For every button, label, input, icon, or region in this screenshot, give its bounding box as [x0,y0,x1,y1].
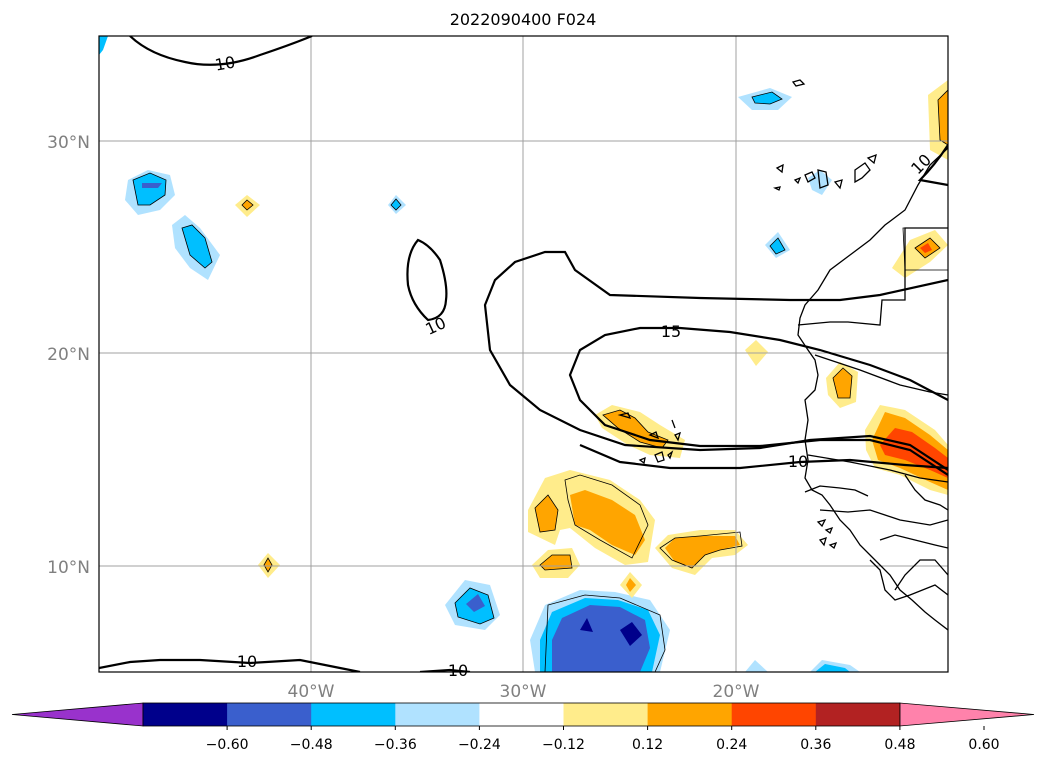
colorbar-tick-label: 0.12 [632,737,663,753]
neg-area-1-core [133,173,166,205]
colorbar-segment [143,703,228,726]
lat-label-10n: 10°N [47,558,90,578]
isoline-closed-mid [406,238,448,322]
map-frame [98,35,949,673]
neg-area-8-inner [552,605,650,672]
isoline-10-lower [579,443,948,470]
colorbar-tick-label: −0.24 [458,737,501,753]
contour-label-3: 15 [661,322,681,341]
colorbar-tick-label: 0.48 [884,737,915,753]
isoline-top-left [129,36,313,66]
madeira [791,79,806,87]
lon-label-40w: 40°W [288,682,335,702]
neg-area-7-inner [466,594,485,612]
pos-area-3-core [938,90,948,145]
map-title: 2022090400 F024 [450,10,597,29]
canary-islands [773,153,877,191]
colorbar-tick-label: 0.60 [968,737,999,753]
colorbar-segment [311,703,396,726]
colorbar-extend-high [899,702,1035,727]
colorbar-segment [563,703,649,726]
colorbar-tick-label: −0.48 [290,737,333,753]
colorbar-frame [142,702,901,727]
lat-label-20n: 20°N [47,345,90,365]
senegal-mali-border [904,474,948,511]
sierra-leone-border [869,559,948,601]
pos-area-12-core [626,578,636,592]
colorbar-segment [395,703,480,726]
anomaly-outlines [132,89,948,672]
isoline-15-closed [568,326,948,476]
western-sahara-border [797,227,948,326]
contour-label-4: 10 [788,452,808,471]
colorbar-tick-label: 0.24 [716,737,747,753]
lat-label-30n: 30°N [47,133,90,153]
isoline-top-right [917,144,948,187]
neg-area-2-core [182,225,212,268]
colorbar-segment [227,703,312,726]
neg-area-6-core [770,238,785,254]
africa-coast [797,147,948,631]
pos-area-6-core [833,368,852,398]
map-panel [99,36,948,672]
cape-verde-islands [617,412,681,465]
colorbar-tick-label: −0.60 [206,737,249,753]
neg-area-10-core [815,664,850,672]
neg-area-8-deep-1 [580,618,593,632]
isolines [99,36,948,672]
contour-label-1: 10 [213,52,236,74]
neg-area-11 [99,36,108,55]
isoline-bottom-left [99,658,361,672]
negative-anomaly-areas [99,36,860,672]
lon-label-20w: 20°W [713,682,760,702]
graticule [99,36,948,672]
colorbar-extend-low [11,702,144,727]
neg-area-8-deep-2 [620,622,642,646]
colorbar-segment [647,703,733,726]
pos-area-9-core-a [535,495,558,532]
colorbar-segment [731,703,817,726]
latitude-labels: 30°N 20°N 10°N [47,133,90,578]
colorbar-segment [815,703,901,726]
neg-area-4-core [752,92,782,104]
pos-area-9-core-b [570,490,645,555]
neg-area-9 [745,660,768,672]
neg-area-1-inner [142,183,162,188]
pos-area-8-core [603,410,668,448]
longitude-labels: 40°W 30°W 20°W [288,682,760,702]
ivory-coast-border [894,559,948,591]
isoline-bottom-mid [419,668,471,672]
contour-label-7: 10 [448,661,468,680]
contour-label-6: 10 [237,652,257,671]
pos-area-10-core [665,536,740,568]
colorbar-tick-label: 0.36 [800,737,831,753]
bissagos-islands [816,518,838,550]
lon-label-30w: 30°W [500,682,547,702]
colorbar: −0.60 −0.48 −0.36 −0.24 −0.12 0.12 0.24 0.36 0.4… [11,702,1035,753]
colorbar-tick-label: −0.36 [374,737,417,753]
mali-border [879,534,948,549]
guinea-border [819,509,948,526]
colorbar-tick-label: −0.12 [542,737,585,753]
colorbar-segment [479,703,564,726]
gambia-border [804,485,869,497]
pos-area-4-inner [920,243,932,253]
